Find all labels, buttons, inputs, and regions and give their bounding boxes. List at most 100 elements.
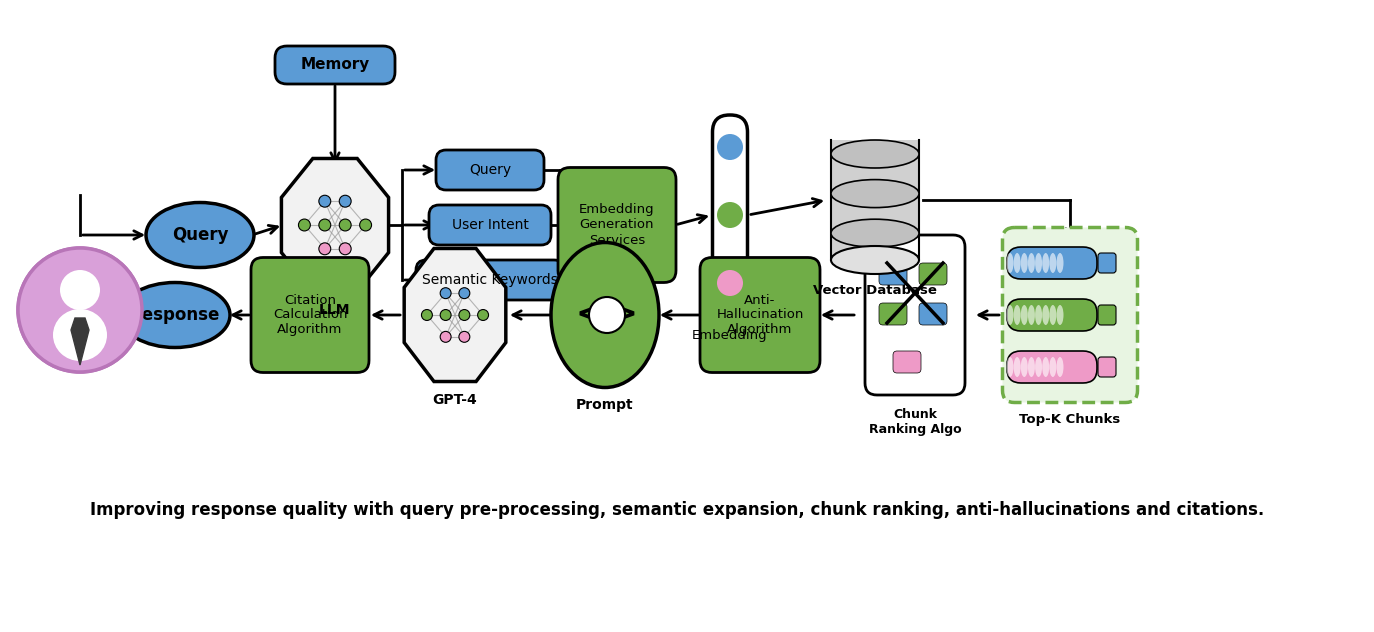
Ellipse shape [1021,357,1028,377]
Ellipse shape [54,307,106,357]
Text: Embedding
Generation
Services: Embedding Generation Services [580,204,655,246]
Circle shape [339,195,352,207]
Circle shape [339,243,352,255]
Circle shape [319,219,331,231]
Circle shape [319,195,331,207]
Ellipse shape [54,309,107,361]
Ellipse shape [1035,253,1041,273]
Circle shape [18,248,142,372]
Circle shape [422,310,433,320]
Ellipse shape [1035,357,1041,377]
Ellipse shape [831,140,919,168]
Ellipse shape [1057,253,1063,273]
Ellipse shape [1014,253,1021,273]
FancyBboxPatch shape [879,263,907,285]
Circle shape [459,288,470,299]
Ellipse shape [831,246,919,274]
Ellipse shape [1007,305,1014,325]
Text: Top-K Chunks: Top-K Chunks [1020,413,1121,427]
Circle shape [60,268,100,308]
Text: Semantic Keywords: Semantic Keywords [422,273,558,287]
Circle shape [440,331,451,343]
Circle shape [478,310,489,320]
Text: Vector Database: Vector Database [813,284,937,296]
FancyBboxPatch shape [866,235,965,395]
FancyBboxPatch shape [429,205,551,245]
Text: Ranking Algo: Ranking Algo [868,423,962,437]
Text: GPT-4: GPT-4 [433,393,477,407]
Ellipse shape [831,219,919,247]
Text: Prompt: Prompt [576,398,633,412]
Ellipse shape [1050,253,1057,273]
Text: Chunk: Chunk [893,408,937,422]
Circle shape [60,269,99,307]
Circle shape [459,331,470,343]
Circle shape [360,219,371,231]
FancyBboxPatch shape [699,257,820,372]
Ellipse shape [1057,305,1063,325]
Circle shape [589,297,625,333]
FancyBboxPatch shape [1098,253,1116,273]
Ellipse shape [1050,357,1057,377]
FancyBboxPatch shape [1098,357,1116,377]
Ellipse shape [1043,305,1050,325]
Circle shape [319,243,331,255]
Ellipse shape [1035,305,1041,325]
FancyBboxPatch shape [893,351,921,373]
FancyBboxPatch shape [713,115,747,315]
Text: Embedding: Embedding [692,329,768,341]
Circle shape [60,270,100,310]
Ellipse shape [551,243,660,387]
Text: Improving response quality with query pre-processing, semantic expansion, chunk : Improving response quality with query pr… [91,501,1264,519]
Text: >: > [609,298,638,332]
FancyBboxPatch shape [1003,228,1138,403]
Circle shape [440,310,451,320]
Circle shape [717,270,743,296]
FancyBboxPatch shape [919,303,947,325]
Ellipse shape [1007,357,1014,377]
Circle shape [18,248,142,372]
Text: Query: Query [469,163,511,177]
Circle shape [298,219,311,231]
Ellipse shape [1043,253,1050,273]
Polygon shape [282,159,389,291]
FancyBboxPatch shape [879,303,907,325]
FancyBboxPatch shape [1007,299,1096,331]
Ellipse shape [1028,253,1035,273]
Circle shape [440,288,451,299]
Ellipse shape [831,179,919,207]
Text: User Intent: User Intent [452,218,529,232]
Circle shape [459,310,470,320]
Ellipse shape [1028,305,1035,325]
FancyBboxPatch shape [416,260,563,300]
Polygon shape [71,318,89,365]
Ellipse shape [1043,357,1050,377]
Text: LLM: LLM [319,303,350,317]
Ellipse shape [120,283,229,348]
Text: Response: Response [129,306,220,324]
FancyBboxPatch shape [558,167,676,283]
Ellipse shape [1021,305,1028,325]
Text: Citation
Calculation
Algorithm: Citation Calculation Algorithm [273,293,348,336]
FancyBboxPatch shape [275,46,394,84]
Ellipse shape [1028,357,1035,377]
Ellipse shape [1050,305,1057,325]
Text: Query: Query [172,226,228,244]
FancyBboxPatch shape [1007,247,1096,279]
Ellipse shape [1007,253,1014,273]
FancyBboxPatch shape [919,263,947,285]
Circle shape [339,219,352,231]
Circle shape [717,134,743,160]
Text: Anti-
Hallucination
Algorithm: Anti- Hallucination Algorithm [716,293,804,336]
FancyBboxPatch shape [251,257,370,372]
Ellipse shape [146,202,254,267]
Polygon shape [71,316,88,358]
FancyBboxPatch shape [1007,351,1096,383]
Ellipse shape [1057,357,1063,377]
Polygon shape [404,248,506,382]
Ellipse shape [1021,253,1028,273]
Bar [831,140,919,260]
Text: <: < [576,298,603,332]
Ellipse shape [1014,357,1021,377]
Circle shape [717,202,743,228]
